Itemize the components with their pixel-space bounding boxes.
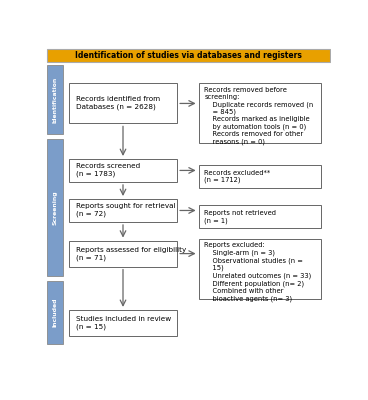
FancyBboxPatch shape [47, 49, 330, 62]
FancyBboxPatch shape [199, 205, 321, 228]
Text: Records screened
(n = 1783): Records screened (n = 1783) [76, 164, 140, 178]
Text: Identification of studies via databases and registers: Identification of studies via databases … [75, 51, 302, 60]
Text: Screening: Screening [53, 190, 58, 225]
Text: Reports assessed for eligibility
(n = 71): Reports assessed for eligibility (n = 71… [76, 246, 186, 260]
Text: Reports excluded:
    Single-arm (n = 3)
    Observational studies (n =
    15)
: Reports excluded: Single-arm (n = 3) Obs… [204, 242, 312, 302]
Text: Reports not retrieved
(n = 1): Reports not retrieved (n = 1) [204, 210, 276, 224]
FancyBboxPatch shape [69, 310, 177, 336]
FancyBboxPatch shape [199, 165, 321, 188]
FancyBboxPatch shape [47, 139, 63, 276]
Text: Included: Included [53, 297, 58, 327]
FancyBboxPatch shape [69, 240, 177, 267]
FancyBboxPatch shape [69, 84, 177, 124]
Text: Identification: Identification [53, 76, 58, 123]
Text: Records identified from
Databases (n = 2628): Records identified from Databases (n = 2… [76, 96, 160, 110]
Text: Records excluded**
(n = 1712): Records excluded** (n = 1712) [204, 170, 270, 184]
FancyBboxPatch shape [199, 84, 321, 144]
FancyBboxPatch shape [69, 159, 177, 182]
Text: Reports sought for retrieval
(n = 72): Reports sought for retrieval (n = 72) [76, 204, 176, 218]
FancyBboxPatch shape [47, 65, 63, 134]
FancyBboxPatch shape [47, 280, 63, 344]
Text: Records removed before
screening:
    Duplicate records removed (n
    = 845)
  : Records removed before screening: Duplic… [204, 86, 314, 145]
FancyBboxPatch shape [199, 239, 321, 299]
FancyBboxPatch shape [69, 199, 177, 222]
Text: Studies included in review
(n = 15): Studies included in review (n = 15) [76, 316, 171, 330]
